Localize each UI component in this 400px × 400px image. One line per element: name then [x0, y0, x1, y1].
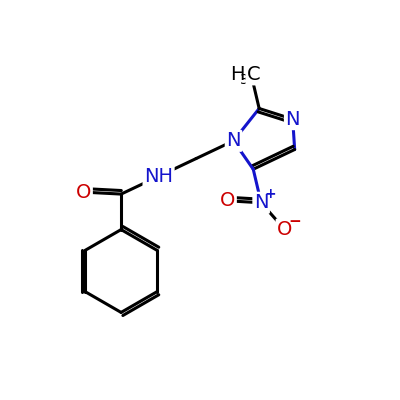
Text: H: H: [230, 66, 245, 84]
Text: C: C: [246, 66, 260, 84]
Text: N: N: [286, 110, 300, 129]
Text: −: −: [288, 214, 301, 229]
Text: O: O: [76, 183, 91, 202]
Text: O: O: [220, 191, 235, 210]
Text: 3: 3: [240, 73, 248, 87]
Text: O: O: [277, 220, 292, 239]
Text: N: N: [254, 193, 268, 212]
Text: N: N: [226, 131, 241, 150]
Text: +: +: [264, 187, 276, 201]
Text: NH: NH: [144, 167, 173, 186]
